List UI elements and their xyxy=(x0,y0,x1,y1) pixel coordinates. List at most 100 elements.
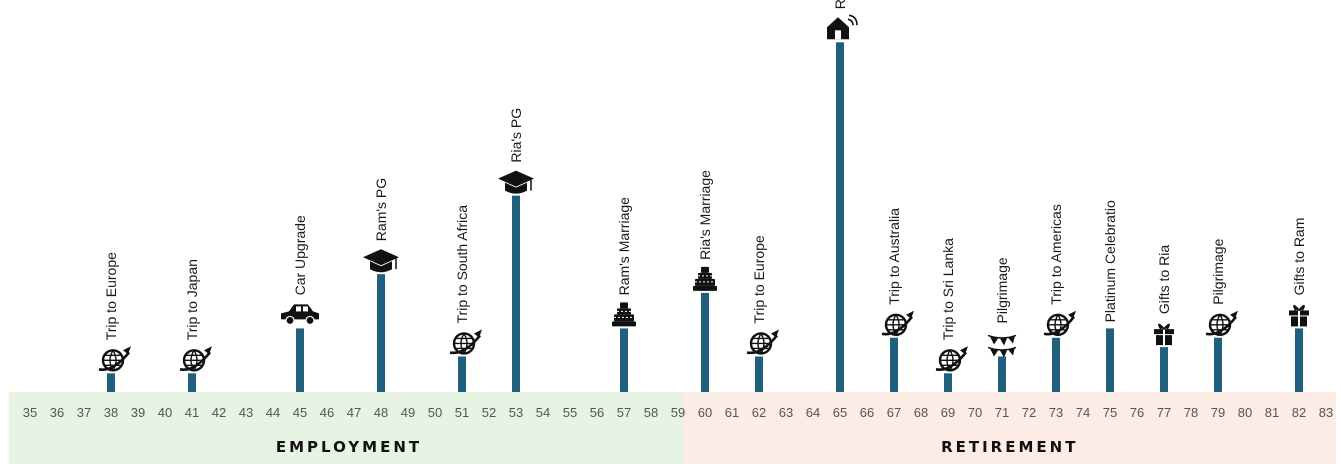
globe-plane-icon xyxy=(935,346,968,372)
event-bar-age-82 xyxy=(1295,328,1303,392)
globe-plane-icon xyxy=(881,310,914,336)
event-label-age-77: Gifts to Ria xyxy=(1156,245,1172,314)
age-tick-label: 39 xyxy=(131,405,145,420)
age-tick-label: 75 xyxy=(1103,405,1117,420)
event-bar-age-79 xyxy=(1214,337,1222,392)
age-tick-label: 62 xyxy=(752,405,766,420)
event-bar-age-67 xyxy=(890,337,898,392)
event-label-age-67: Trip to Australia xyxy=(886,208,902,305)
event-bar-age-45 xyxy=(296,328,304,392)
age-tick-label: 40 xyxy=(158,405,172,420)
age-tick-label: 80 xyxy=(1238,405,1252,420)
event-label-age-48: Ram's PG xyxy=(373,178,389,241)
event-bar-age-48 xyxy=(377,274,385,392)
phase-label-employment: EMPLOYMENT xyxy=(276,438,422,456)
bunting-flags-icon xyxy=(987,334,1017,358)
event-label-age-57: Ram's Marriage xyxy=(616,197,632,296)
globe-plane-icon xyxy=(179,346,212,372)
age-tick-label: 53 xyxy=(509,405,523,420)
age-tick-label: 79 xyxy=(1211,405,1225,420)
globe-plane-icon xyxy=(1205,310,1238,336)
event-bar-age-69 xyxy=(944,373,952,392)
event-bar-age-41 xyxy=(188,373,196,392)
smart-home-icon xyxy=(827,14,858,40)
age-tick-label: 69 xyxy=(941,405,955,420)
age-tick-label: 47 xyxy=(347,405,361,420)
car-icon xyxy=(281,304,319,326)
age-tick-label: 41 xyxy=(185,405,199,420)
age-tick-label: 35 xyxy=(23,405,37,420)
event-bar-age-71 xyxy=(998,356,1006,392)
age-tick-label: 56 xyxy=(590,405,604,420)
event-label-age-82: Gifts to Ram xyxy=(1291,218,1307,296)
age-tick-label: 67 xyxy=(887,405,901,420)
graduation-cap-icon xyxy=(498,170,534,194)
gift-icon xyxy=(1289,304,1309,327)
globe-plane-icon xyxy=(1043,310,1076,336)
event-label-age-53: Ria's PG xyxy=(508,108,524,163)
wedding-cake-icon xyxy=(612,302,636,327)
age-tick-label: 58 xyxy=(644,405,658,420)
age-tick-label: 68 xyxy=(914,405,928,420)
age-tick-label: 55 xyxy=(563,405,577,420)
phase-band-retirement xyxy=(683,392,1336,464)
event-bar-age-51 xyxy=(458,356,466,392)
age-tick-label: 44 xyxy=(266,405,280,420)
event-bar-age-53 xyxy=(512,195,520,392)
age-tick-label: 51 xyxy=(455,405,469,420)
event-bar-age-75 xyxy=(1106,328,1114,392)
age-tick-label: 60 xyxy=(698,405,712,420)
age-tick-label: 48 xyxy=(374,405,388,420)
age-tick-label: 66 xyxy=(860,405,874,420)
event-label-age-79: Pilgrimage xyxy=(1210,238,1226,304)
age-tick-label: 50 xyxy=(428,405,442,420)
phase-label-retirement: RETIREMENT xyxy=(941,438,1078,456)
event-bar-age-57 xyxy=(620,328,628,392)
age-tick-label: 71 xyxy=(995,405,1009,420)
age-tick-label: 65 xyxy=(833,405,847,420)
age-tick-label: 81 xyxy=(1265,405,1279,420)
age-tick-label: 70 xyxy=(968,405,982,420)
age-tick-label: 74 xyxy=(1076,405,1090,420)
age-tick-label: 46 xyxy=(320,405,334,420)
event-label-age-38: Trip to Europe xyxy=(103,252,119,340)
event-label-age-69: Trip to Sri Lanka xyxy=(940,238,956,340)
event-bar-age-60 xyxy=(701,292,709,392)
event-label-age-73: Trip to Americas xyxy=(1048,204,1064,305)
wedding-cake-icon xyxy=(693,266,717,291)
age-tick-label: 54 xyxy=(536,405,550,420)
age-tick-label: 57 xyxy=(617,405,631,420)
event-label-age-45: Car Upgrade xyxy=(292,215,308,295)
globe-plane-icon xyxy=(98,346,131,372)
event-label-age-41: Trip to Japan xyxy=(184,259,200,340)
graduation-cap-icon xyxy=(363,249,399,273)
age-tick-label: 37 xyxy=(77,405,91,420)
event-label-age-75: Platinum Celebratio xyxy=(1102,200,1118,322)
age-tick-label: 49 xyxy=(401,405,415,420)
globe-plane-icon xyxy=(449,329,482,355)
globe-plane-icon xyxy=(746,329,779,355)
event-bar-age-77 xyxy=(1160,347,1168,392)
event-bar-age-62 xyxy=(755,356,763,392)
age-tick-label: 83 xyxy=(1319,405,1333,420)
age-tick-label: 45 xyxy=(293,405,307,420)
phase-band-employment xyxy=(8,392,690,464)
age-tick-label: 43 xyxy=(239,405,253,420)
age-tick-label: 64 xyxy=(806,405,820,420)
event-label-age-51: Trip to South Africa xyxy=(454,205,470,324)
age-tick-label: 72 xyxy=(1022,405,1036,420)
age-tick-label: 59 xyxy=(671,405,685,420)
age-tick-label: 38 xyxy=(104,405,118,420)
age-tick-label: 52 xyxy=(482,405,496,420)
age-tick-label: 76 xyxy=(1130,405,1144,420)
event-label-age-71: Pilgrimage xyxy=(994,257,1010,323)
event-bar-age-38 xyxy=(107,373,115,392)
event-label-age-60: Ria's Marriage xyxy=(697,170,713,260)
age-tick-label: 42 xyxy=(212,405,226,420)
age-tick-label: 73 xyxy=(1049,405,1063,420)
age-tick-label: 36 xyxy=(50,405,64,420)
age-tick-label: 61 xyxy=(725,405,739,420)
event-label-age-62: Trip to Europe xyxy=(751,235,767,323)
age-tick-label: 82 xyxy=(1292,405,1306,420)
